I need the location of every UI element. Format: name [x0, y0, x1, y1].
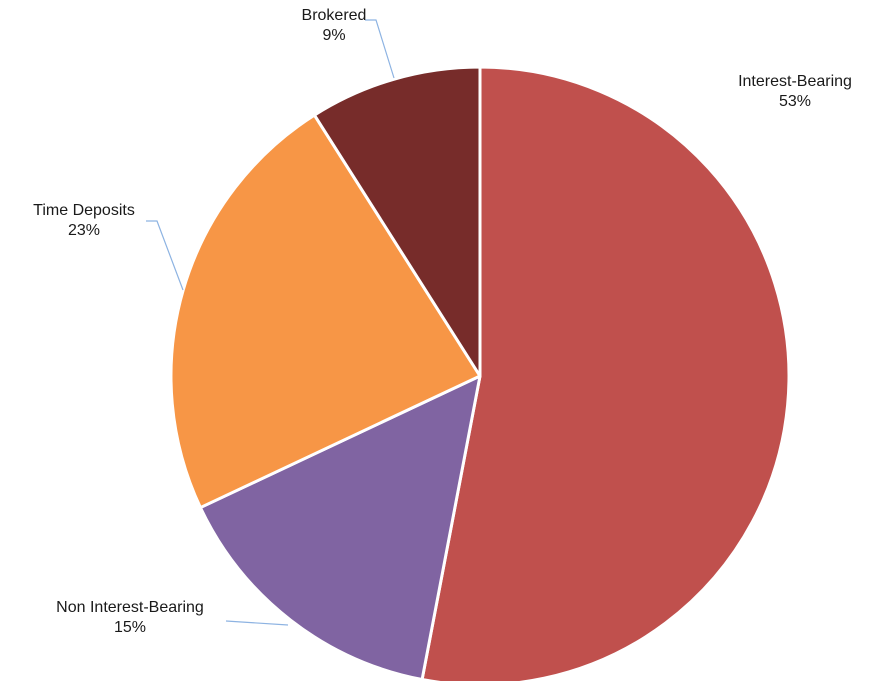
- slice-label-time-deposits: Time Deposits: [33, 202, 135, 219]
- leader-line-time-deposits: [146, 220, 184, 291]
- pie-slices: [169, 65, 791, 681]
- slice-value-brokered: 9%: [322, 27, 345, 44]
- slice-label-brokered: Brokered: [302, 7, 367, 24]
- data-labels: Interest-Bearing 53% Non Interest-Bearing 1…: [33, 7, 852, 636]
- leader-line-brokered: [365, 19, 395, 79]
- pie-slice-non-interest-bearing: [198, 374, 482, 681]
- slice-value-interest-bearing: 53%: [779, 93, 811, 110]
- pie-slice-brokered: [312, 65, 482, 378]
- leader-lines: [146, 19, 395, 626]
- slice-value-time-deposits: 23%: [68, 222, 100, 239]
- slice-value-non-interest-bearing: 15%: [114, 619, 146, 636]
- leader-line-non-interest-bearing: [225, 620, 289, 626]
- slice-label-non-interest-bearing: Non Interest-Bearing: [56, 599, 204, 616]
- slice-label-interest-bearing: Interest-Bearing: [738, 73, 852, 90]
- pie-slice-interest-bearing: [420, 65, 791, 681]
